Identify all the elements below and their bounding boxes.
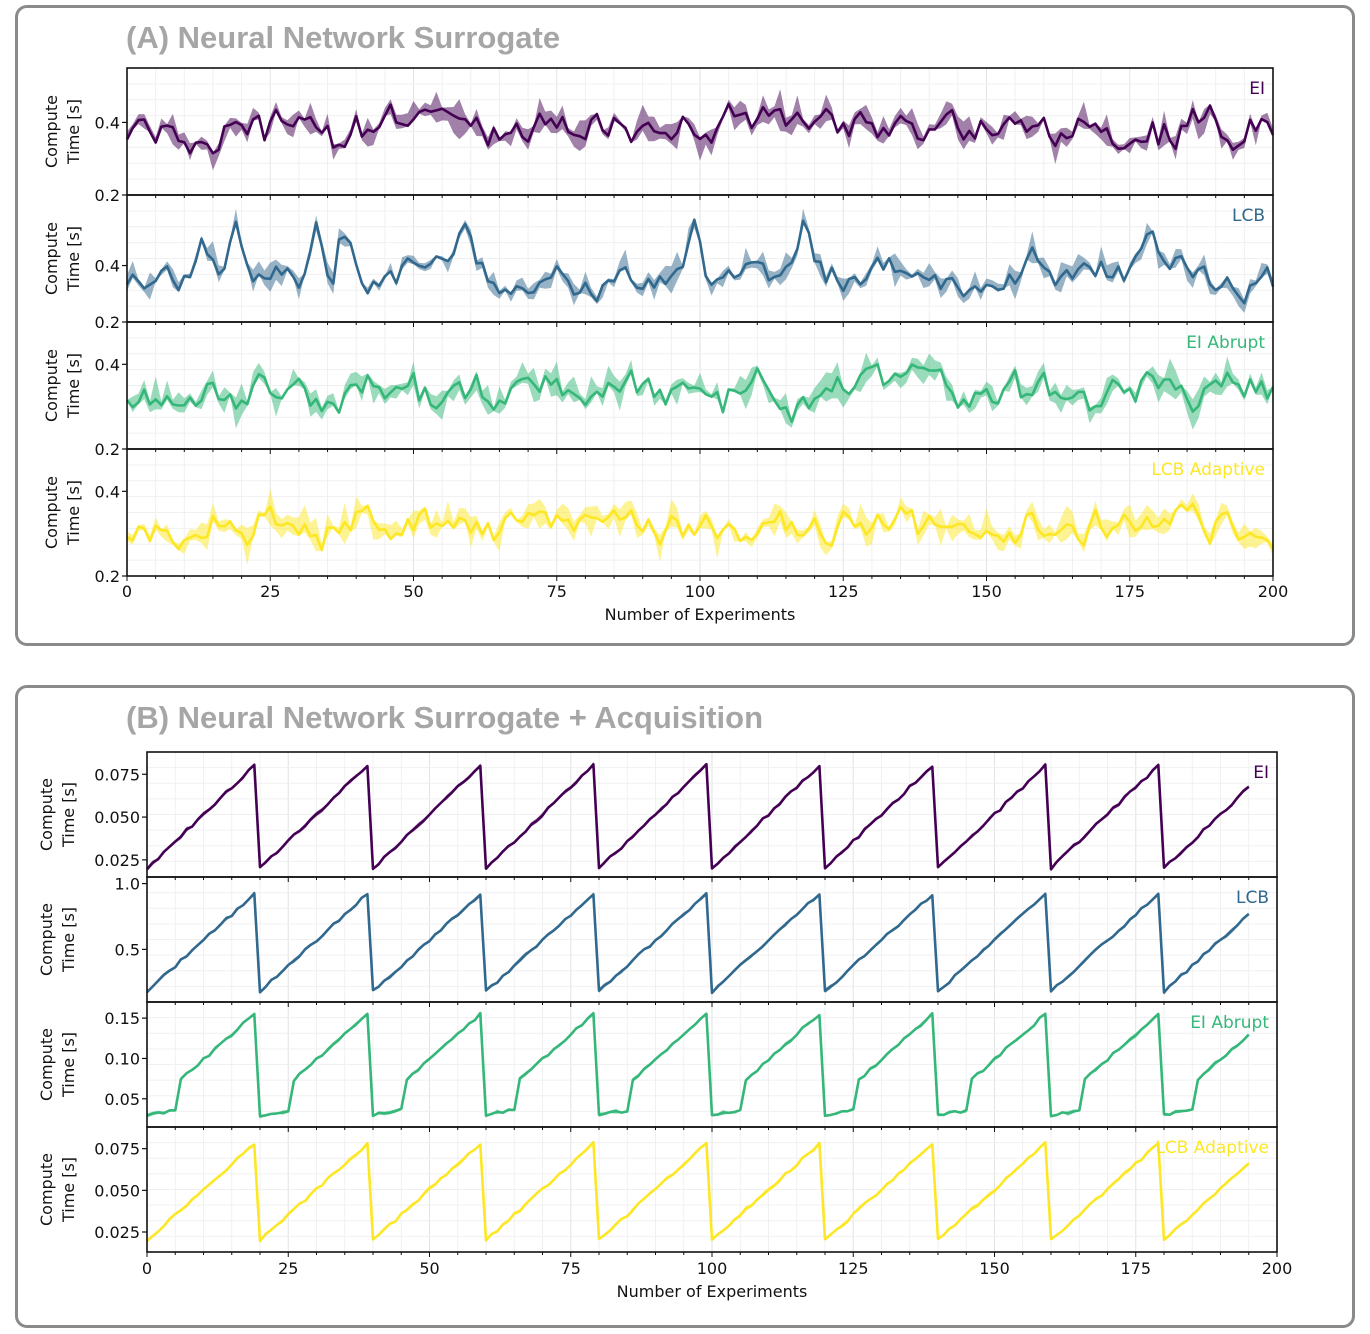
y-axis-label: Compute [42,349,61,422]
series-band-ei [127,89,1273,171]
series-label: LCB Adaptive [1155,1138,1269,1158]
y-tick-label: 0.5 [115,940,140,959]
y-tick-label: 0.4 [95,257,120,276]
y-tick-label: 0.4 [95,482,120,501]
x-tick-label: 25 [260,582,280,601]
y-tick-label: 0.05 [104,1090,140,1109]
panel-b-title: (B) Neural Network Surrogate + Acquisiti… [126,700,764,735]
y-axis-label: Compute [37,903,56,976]
x-tick-label: 50 [419,1259,439,1278]
y-axis-label: Time [s] [64,353,83,419]
y-axis-label: Time [s] [59,1032,78,1098]
series-line-ei-abrupt [146,1011,1250,1118]
x-tick-label: 200 [1258,582,1289,601]
panel-b-xlabel: Number of Experiments [617,1282,808,1301]
y-tick-label: 0.050 [94,1181,140,1200]
y-tick-label: 0.025 [94,1223,140,1242]
x-tick-label: 0 [122,582,132,601]
series-label: EI [1249,79,1265,99]
series-line-ei [125,102,1275,155]
y-axis-label: Time [s] [64,480,83,546]
series-line-ei [146,762,1250,871]
x-tick-label: 125 [828,582,859,601]
y-axis-label: Compute [37,1028,56,1101]
y-tick-label: 0.2 [95,440,120,459]
y-tick-label: 0.075 [94,765,140,784]
y-tick-label: 0.075 [94,1140,140,1159]
x-tick-label: 125 [838,1259,869,1278]
y-axis-label: Compute [37,778,56,851]
y-axis-label: Compute [37,1153,56,1226]
y-tick-label: 0.4 [95,355,120,374]
y-axis-label: Time [s] [59,907,78,973]
x-tick-label: 50 [403,582,423,601]
series-label: EI [1253,763,1269,783]
series-label: LCB Adaptive [1151,460,1265,480]
series-label: LCB [1236,888,1269,908]
y-axis-label: Compute [42,95,61,168]
series-line-lcb-adaptive [146,1141,1250,1243]
x-tick-label: 150 [979,1259,1010,1278]
panel-a-title: (A) Neural Network Surrogate [126,20,561,55]
y-axis-label: Time [s] [64,99,83,165]
y-tick-label: 0.10 [104,1049,140,1068]
x-tick-label: 75 [561,1259,581,1278]
series-label: EI Abrupt [1186,333,1265,353]
y-axis-label: Compute [42,476,61,549]
x-tick-label: 75 [547,582,567,601]
y-axis-label: Compute [42,222,61,295]
y-tick-label: 0.025 [94,851,140,870]
series-line-lcb [146,892,1250,995]
series-band-lcb [127,208,1273,313]
series-line-ei-abrupt [125,363,1275,423]
series-label: EI Abrupt [1190,1013,1269,1033]
y-axis-label: Time [s] [64,226,83,292]
series-line-lcb-adaptive [126,502,1275,552]
series-band-ei-abrupt [127,352,1273,430]
x-tick-label: 175 [1120,1259,1151,1278]
panel-a: (A) Neural Network Surrogate [15,5,1355,646]
y-axis-label: Time [s] [59,1157,78,1223]
data-layer [125,89,1275,1243]
x-tick-label: 0 [142,1259,152,1278]
x-tick-label: 150 [971,582,1002,601]
series-line-lcb [125,218,1275,305]
series-label: LCB [1232,206,1265,226]
x-tick-label: 100 [697,1259,728,1278]
x-tick-label: 100 [685,582,716,601]
y-tick-label: 0.2 [95,186,120,205]
y-tick-label: 0.2 [95,313,120,332]
x-tick-label: 175 [1114,582,1145,601]
y-tick-label: 0.4 [95,113,120,132]
x-tick-label: 25 [278,1259,298,1278]
y-tick-label: 0.050 [94,808,140,827]
panel-a-xlabel: Number of Experiments [605,605,796,624]
x-tick-label: 200 [1262,1259,1293,1278]
y-tick-label: 1.0 [115,875,140,894]
y-tick-label: 0.15 [104,1009,140,1028]
y-axis-label: Time [s] [59,782,78,848]
y-tick-label: 0.2 [95,567,120,586]
